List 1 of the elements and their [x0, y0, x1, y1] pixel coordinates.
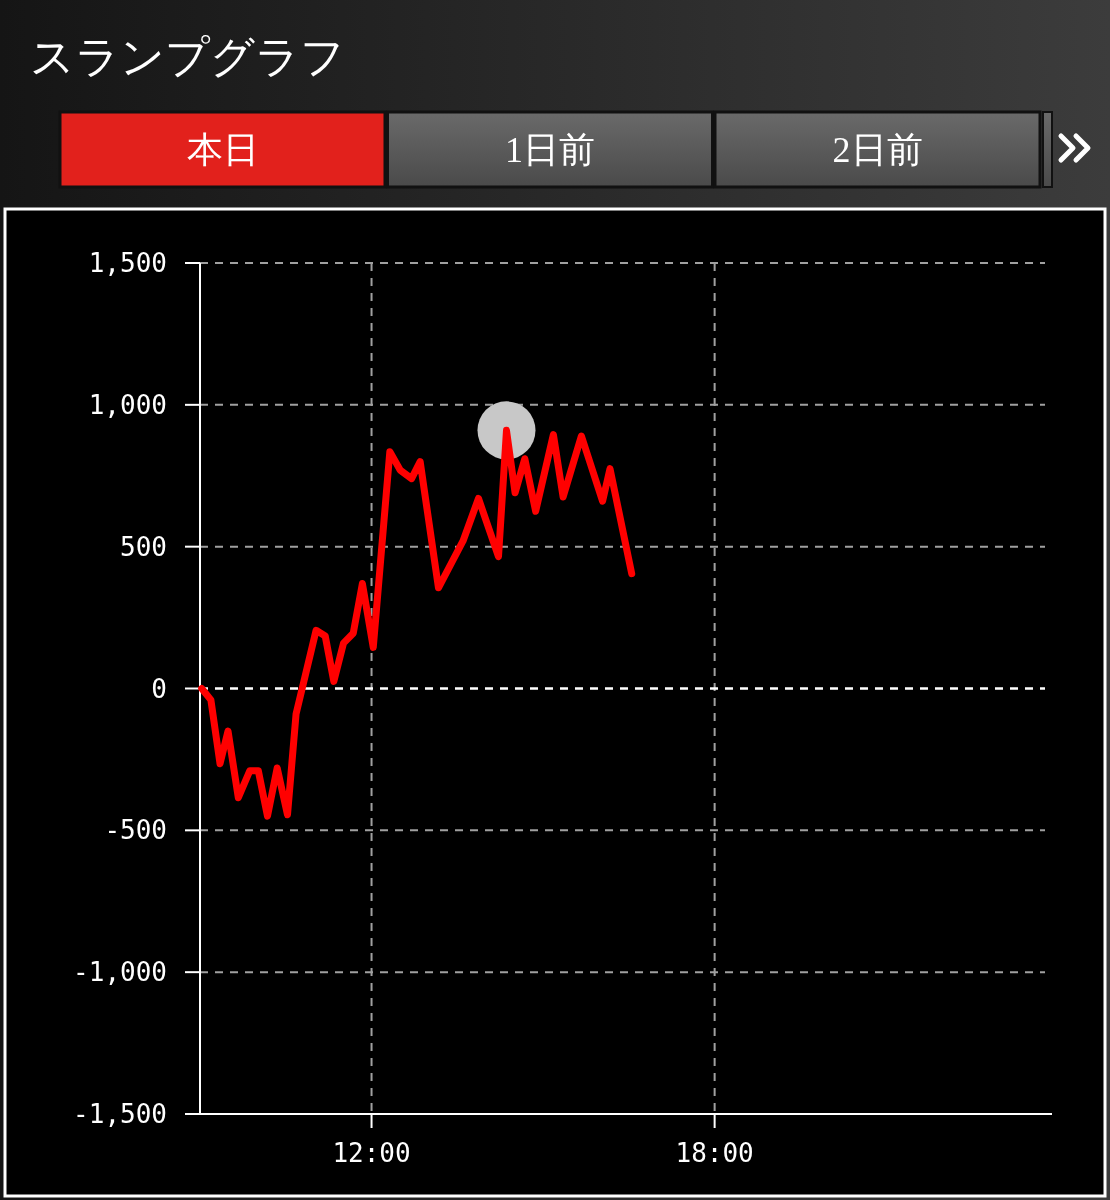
title: スランプグラフ	[30, 33, 345, 82]
